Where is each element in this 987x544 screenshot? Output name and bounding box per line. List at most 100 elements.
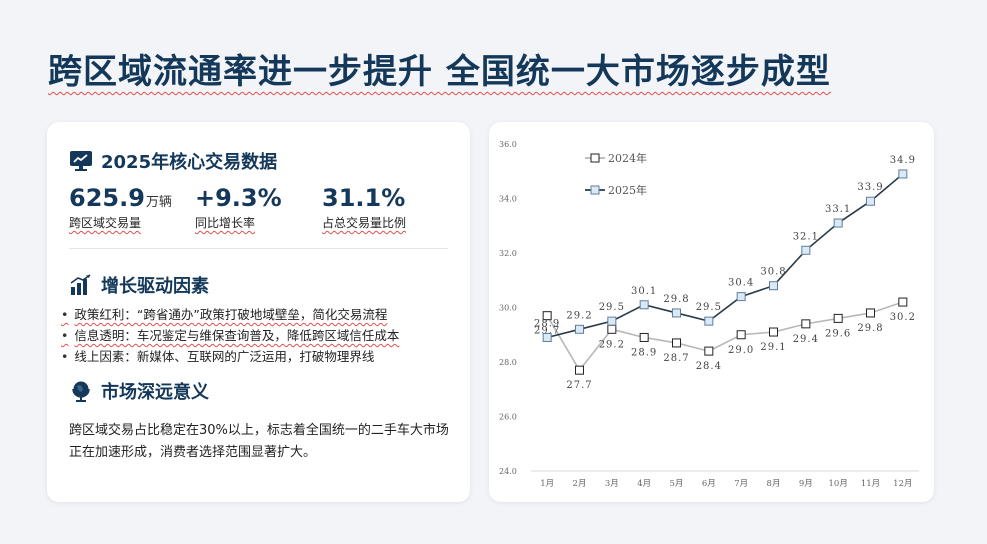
data-point [542,332,552,342]
data-label: 28.4 [696,361,722,372]
data-label: 33.9 [857,182,883,193]
data-label: 28.7 [663,353,689,364]
stat-volume-unit: 万辆 [145,195,172,210]
data-point [833,313,843,323]
stat-share-value: 31.1% [322,184,406,212]
summary-card: 2025年核心交易数据 625.9万辆 跨区域交易量 +9.3% 同比增长率 3… [47,122,470,502]
x-tick-label: 5月 [670,479,684,489]
data-point [704,346,714,356]
data-point [898,297,908,307]
data-point [769,281,778,291]
data-point [736,292,746,302]
stat-volume-label: 跨区域交易量 [69,216,142,230]
x-tick-label: 12月 [893,479,912,489]
data-point [833,218,843,228]
significance-section-header: 市场深远意义 [69,378,209,404]
stats-section-header: 2025年核心交易数据 [69,148,277,174]
stats-section-title: 2025年核心交易数据 [101,152,278,173]
list-item: 信息透明：车况鉴定与维保查询普及，降低跨区域信任成本 [61,325,461,346]
data-point [607,316,617,326]
monitor-chart-icon [69,150,93,172]
stat-volume-value: 625.9 [69,184,145,212]
stat-growth-label: 同比增长率 [195,216,256,230]
data-label: 28.9 [534,318,560,329]
data-point [736,330,746,340]
data-point [801,245,811,255]
data-label: 29.2 [566,310,592,321]
data-point [672,338,681,348]
x-tick-label: 10月 [829,479,848,489]
y-tick-label: 34.0 [499,195,517,204]
chart-card: 24.0 26.0 28.0 30.0 32.0 34.0 36.0 1月 2月 3月 4月 5月 6月… [489,122,934,502]
data-point [866,196,875,206]
y-tick-label: 28.0 [499,358,517,367]
data-point [607,324,617,334]
drivers-section-title: 增长驱动因素 [101,276,209,297]
data-label: 27.7 [566,380,592,391]
x-tick-label: 9月 [799,479,813,489]
legend-label: 2024年 [608,151,647,165]
data-label: 29.8 [857,323,883,334]
stat-share: 31.1% 占总交易量比例 [322,184,406,231]
data-point [575,365,584,375]
data-label: 33.1 [825,204,851,215]
y-tick-label: 24.0 [499,467,517,476]
bar-chart-icon [69,274,93,296]
data-label: 30.1 [631,286,657,297]
data-point [866,308,875,318]
data-point [672,308,681,318]
data-point [639,300,649,310]
data-point [575,324,584,334]
data-label: 29.1 [760,342,786,353]
data-label: 30.8 [760,267,786,278]
data-label: 29.6 [825,328,851,339]
data-point [801,319,811,329]
drivers-list: 政策红利：“跨省通办”政策打破地域壁垒，简化交易流程 信息透明：车况鉴定与维保查… [61,304,461,367]
data-label: 29.7 [534,326,560,337]
stat-growth: +9.3% 同比增长率 [195,184,282,231]
drivers-section-header: 增长驱动因素 [69,272,209,298]
page-title: 跨区域流通率进一步提升 全国统一大市场逐步成型 [48,52,831,92]
x-tick-label: 4月 [637,479,651,489]
data-point [542,311,552,321]
data-label: 30.4 [728,278,754,289]
data-label: 29.5 [696,302,722,313]
data-label: 34.9 [890,155,916,166]
legend-marker [590,185,600,195]
significance-text: 跨区域交易占比稳定在30%以上，标志着全国统一的二手车大市场正在加速形成，消费者… [69,423,449,460]
x-tick-label: 8月 [767,479,781,489]
data-label: 29.8 [663,294,689,305]
data-point [769,327,778,337]
x-tick-label: 7月 [734,479,748,489]
data-point [704,316,714,326]
data-label: 30.2 [890,312,916,323]
data-label: 29.4 [793,334,819,345]
stat-volume: 625.9万辆 跨区域交易量 [69,184,172,231]
data-label: 29.5 [599,302,625,313]
stat-share-label: 占总交易量比例 [322,216,407,230]
x-tick-label: 1月 [540,479,554,489]
globe-icon [69,380,93,402]
x-tick-label: 3月 [605,479,619,489]
data-label: 29.0 [728,345,754,356]
data-label: 28.9 [631,347,657,358]
data-point [898,169,908,179]
x-tick-label: 2月 [573,479,587,489]
list-item: 政策红利：“跨省通办”政策打破地域壁垒，简化交易流程 [61,304,461,325]
list-item: 线上因素：新媒体、互联网的广泛运用，打破物理界线 [61,346,461,367]
x-tick-label: 6月 [702,479,716,489]
x-tick-label: 11月 [861,479,880,489]
line-chart: 24.0 26.0 28.0 30.0 32.0 34.0 36.0 1月 2月 3月 4月 5月 6月… [499,140,919,489]
y-tick-label: 32.0 [499,249,517,258]
data-label: 29.2 [599,339,625,350]
stat-growth-value: +9.3% [195,184,282,212]
series-line [546,301,904,372]
significance-section-title: 市场深远意义 [101,382,209,403]
legend-marker [590,153,600,163]
series-line [546,173,904,339]
y-tick-label: 26.0 [499,413,517,422]
legend-label: 2025年 [608,183,647,197]
section-divider [69,248,448,249]
y-tick-label: 36.0 [499,140,517,149]
y-tick-label: 30.0 [499,304,517,313]
